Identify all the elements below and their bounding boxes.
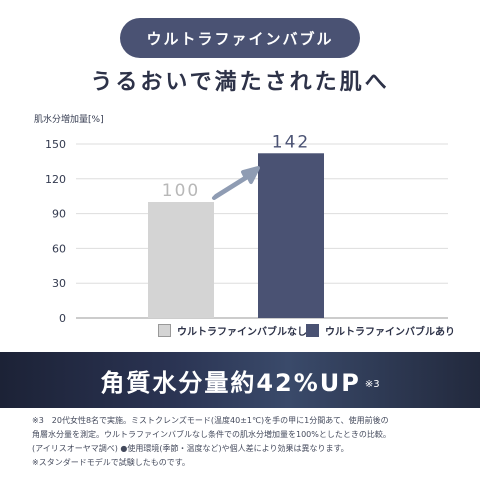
y-tick-label: 60 xyxy=(52,242,66,255)
headline: うるおいで満たされた肌へ xyxy=(90,70,390,95)
feature-badge: ウルトラファインバブル xyxy=(120,18,360,58)
bar-value-label: 100 xyxy=(162,181,200,201)
y-tick-label: 30 xyxy=(52,277,66,290)
bar-with xyxy=(258,153,324,318)
increase-arrow-icon xyxy=(212,166,260,200)
legend-label-with: ウルトラファインバブルあり xyxy=(325,326,455,338)
footnote-line: 角層水分量を測定。ウルトラファインバブルなし条件での肌水分増加量を100%とした… xyxy=(32,430,391,439)
y-tick-label: 0 xyxy=(59,312,66,325)
legend-swatch-with xyxy=(306,323,319,337)
footnotes: ※3 20代女性8名で実施。ミストクレンズモード(温度40±1℃)を手の甲に1分… xyxy=(32,414,462,470)
y-tick-label: 150 xyxy=(45,138,66,151)
bar-chart: 0 30 60 90 120 150 100 142 xyxy=(45,132,448,325)
footnote-line: ※スタンダードモデルで試験したものです。 xyxy=(32,458,190,467)
legend-swatch-without xyxy=(158,323,171,337)
result-note: ※3 xyxy=(364,378,380,390)
y-tick-label: 120 xyxy=(45,173,66,186)
bar-value-label: 142 xyxy=(272,132,310,152)
bar-without xyxy=(148,202,214,318)
legend-item-without: ウルトラファインバブルなし xyxy=(158,322,307,338)
result-text: 角質水分量約42%UP xyxy=(100,368,361,397)
result-banner: 角質水分量約42%UP ※3 xyxy=(0,352,480,408)
y-axis-label: 肌水分増加量[%] xyxy=(34,115,104,125)
y-tick-label: 90 xyxy=(52,208,66,221)
footnote-line: (アイリスオーヤマ調べ) ●使用環境(季節・温度など)や個人差により効果は異なり… xyxy=(32,444,349,453)
legend-label-without: ウルトラファインバブルなし xyxy=(177,326,307,338)
legend-item-with: ウルトラファインバブルあり xyxy=(306,322,455,338)
footnote-line: ※3 20代女性8名で実施。ミストクレンズモード(温度40±1℃)を手の甲に1分… xyxy=(32,416,389,425)
